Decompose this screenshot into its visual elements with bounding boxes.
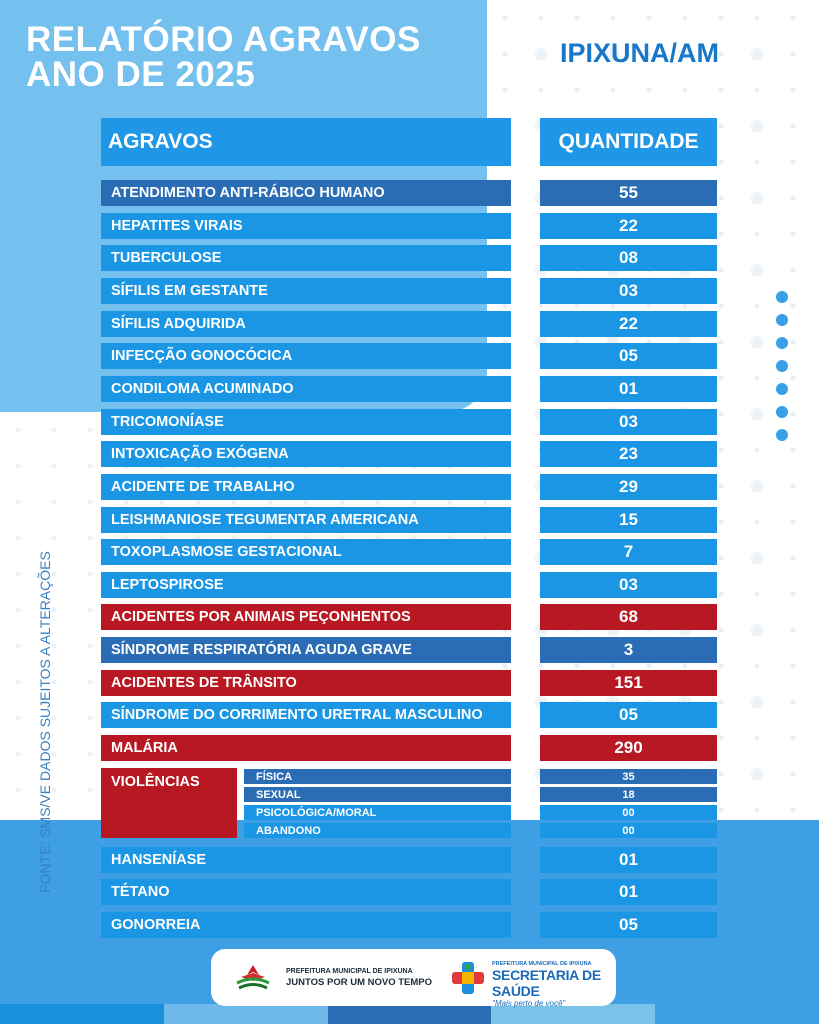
agravo-label: LEPTOSPIROSE [101,572,511,598]
table-row: INFECÇÃO GONOCÓCICA 05 [101,343,717,369]
prefeitura-line-1: PREFEITURA MUNICIPAL DE IPIXUNA [286,968,413,975]
title-line-1: RELATÓRIO AGRAVOS [26,20,421,59]
violencia-type-label: PSICOLÓGICA/MORAL [244,805,511,820]
table-row: MALÁRIA 290 [101,735,717,761]
agravo-quantity: 68 [540,604,717,630]
secretaria-line-2: SECRETARIA DE SAÚDE [492,967,601,999]
agravo-label: MALÁRIA [101,735,511,761]
table-row: GONORREIA 05 [101,912,717,938]
agravo-label: SÍFILIS ADQUIRIDA [101,311,511,337]
table-row: TUBERCULOSE 08 [101,245,717,271]
table-row: TÉTANO 01 [101,879,717,905]
agravo-label: HEPATITES VIRAIS [101,213,511,239]
agravo-quantity: 151 [540,670,717,696]
agravo-quantity: 290 [540,735,717,761]
secretaria-line-1: PREFEITURA MUNICIPAL DE IPIXUNA [492,961,592,967]
violencias-label: VIOLÊNCIAS [101,768,237,838]
prefeitura-logo-icon [236,965,270,990]
agravo-quantity: 23 [540,441,717,467]
source-note: FONTE: SMS/VE DADOS SUJEITOS A ALTERAÇÕE… [37,551,53,893]
violencia-type-quantity: 00 [540,805,717,820]
violencia-type-label: SEXUAL [244,787,511,802]
agravo-quantity: 55 [540,180,717,206]
agravo-label: GONORREIA [101,912,511,938]
agravo-quantity: 08 [540,245,717,271]
agravo-label: HANSENÍASE [101,847,511,873]
city-name: IPIXUNA/AM [560,38,720,68]
agravo-label: CONDILOMA ACUMINADO [101,376,511,402]
agravo-label: SÍFILIS EM GESTANTE [101,278,511,304]
table-row: ATENDIMENTO ANTI-RÁBICO HUMANO 55 [101,180,717,206]
secretaria-saude-logo-icon [452,962,484,994]
table-row: TOXOPLASMOSE GESTACIONAL 7 [101,539,717,565]
agravo-quantity: 01 [540,847,717,873]
violencia-type-label: FÍSICA [244,769,511,784]
table-row: LEISHMANIOSE TEGUMENTAR AMERICANA 15 [101,507,717,533]
agravo-quantity: 22 [540,213,717,239]
agravo-quantity: 01 [540,879,717,905]
violencia-type-quantity: 35 [540,769,717,784]
agravo-label: TOXOPLASMOSE GESTACIONAL [101,539,511,565]
agravo-quantity: 05 [540,912,717,938]
table-row: SÍNDROME DO CORRIMENTO URETRAL MASCULINO… [101,702,717,728]
table-row: SÍFILIS EM GESTANTE 03 [101,278,717,304]
agravo-label: ACIDENTES DE TRÂNSITO [101,670,511,696]
agravo-label: ATENDIMENTO ANTI-RÁBICO HUMANO [101,180,511,206]
table-row: ACIDENTE DE TRABALHO 29 [101,474,717,500]
table-row: HEPATITES VIRAIS 22 [101,213,717,239]
table-row: SÍNDROME RESPIRATÓRIA AGUDA GRAVE 3 [101,637,717,663]
secretaria-line-3: "Mais perto de você" [492,999,566,1008]
agravo-label: ACIDENTE DE TRABALHO [101,474,511,500]
title-line-2: ANO DE 2025 [26,55,256,94]
agravo-quantity: 05 [540,343,717,369]
decorative-dots [776,291,788,441]
table-row: ACIDENTES DE TRÂNSITO 151 [101,670,717,696]
agravo-quantity: 22 [540,311,717,337]
agravo-label: SÍNDROME DO CORRIMENTO URETRAL MASCULINO [101,702,511,728]
table-row: TRICOMONÍASE 03 [101,409,717,435]
violencia-type-quantity: 18 [540,787,717,802]
violencia-type-quantity: 00 [540,823,717,838]
agravo-quantity: 7 [540,539,717,565]
agravo-label: SÍNDROME RESPIRATÓRIA AGUDA GRAVE [101,637,511,663]
agravo-label: ACIDENTES POR ANIMAIS PEÇONHENTOS [101,604,511,630]
agravo-quantity: 3 [540,637,717,663]
agravo-label: INFECÇÃO GONOCÓCICA [101,343,511,369]
column-header-quantidade: QUANTIDADE [540,118,717,166]
violencia-type-label: ABANDONO [244,823,511,838]
agravo-label: TRICOMONÍASE [101,409,511,435]
table-row: HANSENÍASE 01 [101,847,717,873]
agravo-quantity: 03 [540,278,717,304]
prefeitura-line-2: JUNTOS POR UM NOVO TEMPO [286,977,433,988]
agravo-quantity: 03 [540,409,717,435]
agravo-label: TÉTANO [101,879,511,905]
agravo-quantity: 01 [540,376,717,402]
column-header-agravos: AGRAVOS [101,118,511,166]
table-row: LEPTOSPIROSE 03 [101,572,717,598]
agravo-label: LEISHMANIOSE TEGUMENTAR AMERICANA [101,507,511,533]
agravo-quantity: 05 [540,702,717,728]
bottom-stripes [0,1004,819,1024]
table-row: INTOXICAÇÃO EXÓGENA 23 [101,441,717,467]
table-row: ACIDENTES POR ANIMAIS PEÇONHENTOS 68 [101,604,717,630]
table-row: SÍFILIS ADQUIRIDA 22 [101,311,717,337]
agravo-quantity: 03 [540,572,717,598]
prefeitura-logo-text: PREFEITURA MUNICIPAL DE IPIXUNA JUNTOS P… [286,967,432,988]
agravo-quantity: 29 [540,474,717,500]
table-row: CONDILOMA ACUMINADO 01 [101,376,717,402]
agravo-quantity: 15 [540,507,717,533]
footer-logos: PREFEITURA MUNICIPAL DE IPIXUNA JUNTOS P… [211,949,616,1008]
secretaria-saude-logo-text: PREFEITURA MUNICIPAL DE IPIXUNA SECRETAR… [492,961,616,1008]
agravo-label: TUBERCULOSE [101,245,511,271]
agravo-label: INTOXICAÇÃO EXÓGENA [101,441,511,467]
page-title: RELATÓRIO AGRAVOS ANO DE 2025 [26,22,421,92]
